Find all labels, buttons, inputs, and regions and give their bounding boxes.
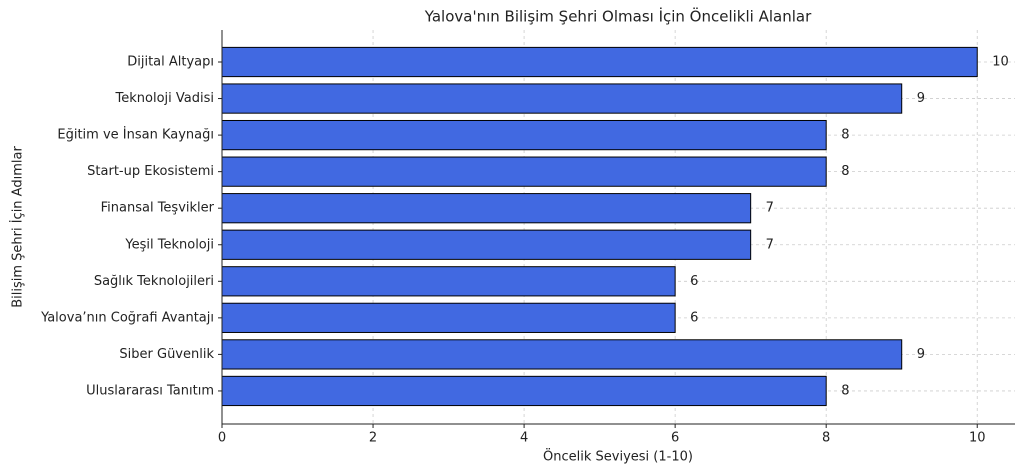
value-label: 8 <box>841 383 849 398</box>
x-axis-label: Öncelik Seviyesi (1-10) <box>543 448 693 465</box>
value-label: 9 <box>917 347 925 362</box>
y-tick-label: Yalova’nın Coğrafi Avantajı <box>40 310 214 325</box>
y-axis-label: Bilişim Şehri İçin Adımlar <box>10 146 26 308</box>
bar <box>221 83 903 114</box>
y-tick-label: Teknoloji Vadisi <box>115 91 214 106</box>
value-label: 8 <box>841 128 849 143</box>
bar <box>221 266 676 297</box>
bar <box>221 46 978 78</box>
bar <box>221 156 827 187</box>
x-tick-label: 2 <box>369 431 377 446</box>
y-tick-label: Finansal Teşvikler <box>101 201 215 216</box>
y-tick-label: Start-up Ekosistemi <box>87 164 214 179</box>
x-tick-label: 10 <box>969 431 986 446</box>
x-tick-label: 8 <box>822 431 830 446</box>
x-tick-label: 0 <box>218 431 226 446</box>
y-tick-label: Dijital Altyapı <box>127 55 214 70</box>
value-label: 10 <box>992 55 1009 70</box>
bar <box>221 193 752 224</box>
bar <box>221 375 827 407</box>
value-label: 6 <box>690 274 698 289</box>
y-tick-label: Eğitim ve İnsan Kaynağı <box>57 127 214 143</box>
bar <box>221 302 676 333</box>
value-label: 7 <box>766 201 774 216</box>
x-tick-label: 4 <box>520 431 528 446</box>
value-label: 9 <box>917 91 925 106</box>
chart-title: Yalova'nın Bilişim Şehri Olması İçin Önc… <box>424 7 812 26</box>
x-tick-label: 6 <box>671 431 679 446</box>
bar <box>221 339 903 370</box>
y-tick-label: Sağlık Teknolojileri <box>94 274 214 289</box>
value-label: 8 <box>841 164 849 179</box>
y-tick-label: Yeşil Teknoloji <box>124 237 214 252</box>
bar <box>221 229 752 260</box>
value-label: 6 <box>690 310 698 325</box>
value-label: 7 <box>766 237 774 252</box>
y-tick-label: Siber Güvenlik <box>119 347 214 362</box>
y-tick-label: Uluslararası Tanıtım <box>86 383 214 398</box>
bar <box>221 119 827 151</box>
